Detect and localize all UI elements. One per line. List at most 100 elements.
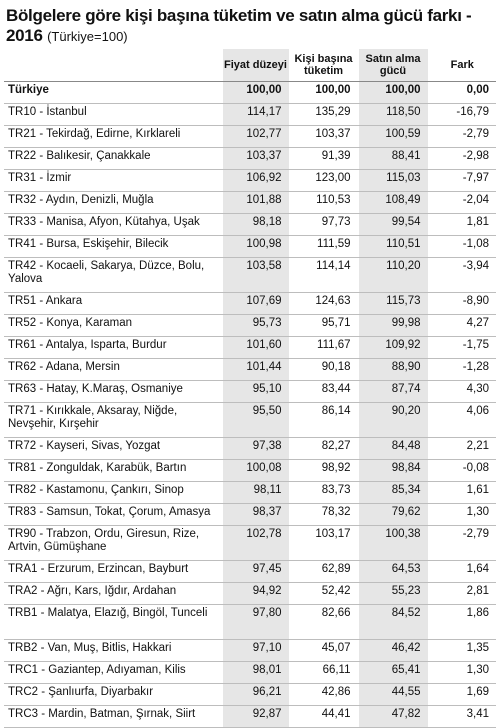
consumption-cell: 100,00 (288, 81, 358, 104)
consumption-cell: 95,71 (288, 314, 358, 337)
table-row: TRC1 - Gaziantep, Adıyaman, Kilis 98,01 66… (4, 661, 496, 684)
header-purchasing-power: Satın alma gücü (357, 49, 428, 82)
consumption-cell: 123,00 (288, 169, 358, 192)
region-name: TR82 - Kastamonu, Çankırı, Sinop (4, 481, 222, 504)
price-level-cell: 98,01 (221, 661, 289, 684)
region-name: TRC2 - Şanlıurfa, Diyarbakır (4, 683, 222, 706)
purchasing-power-cell: 88,41 (357, 147, 428, 170)
header-row: Fiyat düzeyi Kişi başına tüketim Satın a… (4, 49, 496, 82)
table-row: TRB2 - Van, Muş, Bitlis, Hakkari 97,10 45,… (4, 639, 496, 662)
purchasing-power-cell: 115,73 (357, 292, 428, 315)
difference-cell: -1,08 (427, 235, 496, 258)
price-level-cell: 98,37 (221, 503, 289, 526)
consumption-cell: 44,41 (288, 705, 358, 728)
region-name: TRB2 - Van, Muş, Bitlis, Hakkari (4, 639, 222, 662)
consumption-cell: 98,92 (288, 459, 358, 482)
header-consumption: Kişi başına tüketim (288, 49, 358, 82)
region-name: TRB1 - Malatya, Elazığ, Bingöl, Tunceli (4, 604, 222, 640)
region-name: TR31 - İzmir (4, 169, 222, 192)
purchasing-power-cell: 100,00 (357, 81, 428, 104)
table-row: TR61 - Antalya, Isparta, Burdur 101,60 111… (4, 336, 496, 359)
region-name: TR22 - Balıkesir, Çanakkale (4, 147, 222, 170)
table-row: TRA1 - Erzurum, Erzincan, Bayburt 97,45 62… (4, 560, 496, 583)
difference-cell: -2,98 (427, 147, 496, 170)
price-level-cell: 100,98 (221, 235, 289, 258)
consumption-cell: 83,73 (288, 481, 358, 504)
difference-cell: -2,79 (427, 125, 496, 148)
price-level-cell: 95,73 (221, 314, 289, 337)
difference-cell: -2,79 (427, 525, 496, 561)
consumption-cell: 110,53 (288, 191, 358, 214)
difference-cell: 3,41 (427, 705, 496, 728)
region-name: TR32 - Aydın, Denizli, Muğla (4, 191, 222, 214)
price-level-cell: 102,78 (221, 525, 289, 561)
consumption-cell: 111,67 (288, 336, 358, 359)
infographic: { "chart_data": { "type": "table", "titl… (4, 6, 496, 728)
purchasing-power-cell: 99,98 (357, 314, 428, 337)
table-row: TR71 - Kırıkkale, Aksaray, Niğde, Nevşeh… (4, 402, 496, 438)
consumption-cell: 62,89 (288, 560, 358, 583)
consumption-cell: 90,18 (288, 358, 358, 381)
purchasing-power-cell: 90,20 (357, 402, 428, 438)
price-level-cell: 101,60 (221, 336, 289, 359)
difference-cell: 2,81 (427, 582, 496, 605)
region-name: TR62 - Adana, Mersin (4, 358, 222, 381)
difference-cell: -2,04 (427, 191, 496, 214)
table-row: TR63 - Hatay, K.Maraş, Osmaniye 95,10 83,4… (4, 380, 496, 403)
data-table: Fiyat düzeyi Kişi başına tüketim Satın a… (4, 49, 496, 728)
table-row: TRB1 - Malatya, Elazığ, Bingöl, Tunceli 9… (4, 604, 496, 640)
difference-cell: 4,27 (427, 314, 496, 337)
consumption-cell: 82,66 (288, 604, 358, 640)
chart-title-block: Bölgelere göre kişi başına tüketim ve sa… (6, 6, 494, 46)
difference-cell: -1,75 (427, 336, 496, 359)
price-level-cell: 97,10 (221, 639, 289, 662)
difference-cell: 1,30 (427, 661, 496, 684)
difference-cell: 1,69 (427, 683, 496, 706)
purchasing-power-cell: 100,38 (357, 525, 428, 561)
price-level-cell: 97,38 (221, 437, 289, 460)
header-difference: Fark (427, 49, 496, 82)
price-level-cell: 94,92 (221, 582, 289, 605)
table-row: TR52 - Konya, Karaman 95,73 95,71 99,98 4,27 (4, 314, 496, 337)
price-level-cell: 103,58 (221, 257, 289, 293)
consumption-cell: 135,29 (288, 103, 358, 126)
difference-cell: 1,86 (427, 604, 496, 640)
region-name: TR71 - Kırıkkale, Aksaray, Niğde, Nevşeh… (4, 402, 222, 438)
price-level-cell: 95,50 (221, 402, 289, 438)
consumption-cell: 83,44 (288, 380, 358, 403)
region-name: TRA2 - Ağrı, Kars, Iğdır, Ardahan (4, 582, 222, 605)
consumption-cell: 124,63 (288, 292, 358, 315)
consumption-cell: 103,17 (288, 525, 358, 561)
table-row: TR10 - İstanbul 114,17 135,29 118,50 -16,79 (4, 103, 496, 126)
consumption-cell: 42,86 (288, 683, 358, 706)
consumption-cell: 86,14 (288, 402, 358, 438)
purchasing-power-cell: 88,90 (357, 358, 428, 381)
difference-cell: 1,64 (427, 560, 496, 583)
region-name: TR42 - Kocaeli, Sakarya, Düzce, Bolu, Ya… (4, 257, 222, 293)
price-level-cell: 97,80 (221, 604, 289, 640)
difference-cell: -16,79 (427, 103, 496, 126)
price-level-cell: 106,92 (221, 169, 289, 192)
table-row: TR83 - Samsun, Tokat, Çorum, Amasya 98,37… (4, 503, 496, 526)
region-name: TR52 - Konya, Karaman (4, 314, 222, 337)
table-row: TR62 - Adana, Mersin 101,44 90,18 88,90 -1,2… (4, 358, 496, 381)
purchasing-power-cell: 85,34 (357, 481, 428, 504)
purchasing-power-cell: 84,52 (357, 604, 428, 640)
difference-cell: 4,06 (427, 402, 496, 438)
table-row: TR33 - Manisa, Afyon, Kütahya, Uşak 98,18… (4, 213, 496, 236)
table-row: TR42 - Kocaeli, Sakarya, Düzce, Bolu, Ya… (4, 257, 496, 293)
consumption-cell: 103,37 (288, 125, 358, 148)
price-level-cell: 102,77 (221, 125, 289, 148)
region-name: TR83 - Samsun, Tokat, Çorum, Amasya (4, 503, 222, 526)
purchasing-power-cell: 55,23 (357, 582, 428, 605)
difference-cell: 4,30 (427, 380, 496, 403)
consumption-cell: 82,27 (288, 437, 358, 460)
table-row: TR81 - Zonguldak, Karabük, Bartın 100,08 9… (4, 459, 496, 482)
price-level-cell: 100,00 (221, 81, 289, 104)
table-row: TR41 - Bursa, Eskişehir, Bilecik 100,98 11… (4, 235, 496, 258)
region-name: TR61 - Antalya, Isparta, Burdur (4, 336, 222, 359)
difference-cell: 0,00 (427, 81, 496, 104)
table-row: TR72 - Kayseri, Sivas, Yozgat 97,38 82,27 8… (4, 437, 496, 460)
purchasing-power-cell: 44,55 (357, 683, 428, 706)
table-row: TRA2 - Ağrı, Kars, Iğdır, Ardahan 94,92 52… (4, 582, 496, 605)
